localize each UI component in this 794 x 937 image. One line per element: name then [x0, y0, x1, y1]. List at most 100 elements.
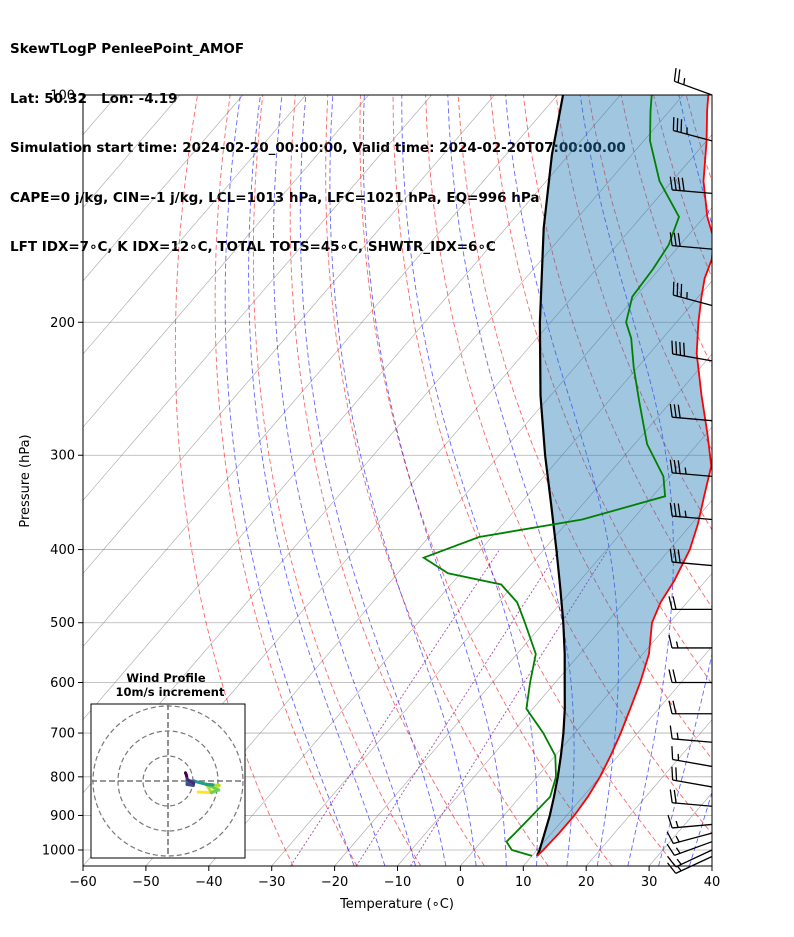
barb-flag	[668, 669, 673, 683]
barb-flag	[669, 789, 673, 803]
barb-staff	[673, 832, 713, 845]
wind-barb	[672, 117, 713, 142]
barb-half-flag	[683, 78, 686, 85]
y-tick-label: 900	[50, 809, 75, 824]
x-tick-label: 10	[515, 875, 532, 890]
wind-barb	[667, 815, 713, 829]
hodograph-segment	[192, 779, 208, 786]
barb-staff	[672, 515, 713, 521]
barb-staff	[675, 855, 713, 874]
barb-flag	[677, 503, 681, 517]
x-tick-label: −60	[69, 875, 96, 890]
y-tick-label: 300	[50, 449, 75, 464]
barb-flag	[677, 460, 681, 474]
inset-subtitle: 10m/s increment	[116, 685, 225, 699]
barb-flag	[669, 403, 673, 418]
moist-adiabat-line	[752, 95, 794, 866]
barb-flag	[669, 725, 673, 739]
barb-flag	[677, 549, 681, 563]
moist-adiabat-line	[579, 95, 674, 866]
barb-staff	[672, 244, 713, 250]
wind-barb	[669, 459, 713, 478]
barb-flag	[667, 862, 677, 874]
moist-adiabat-line	[329, 95, 477, 866]
mixing-ratio-line	[290, 549, 500, 866]
hodograph	[91, 704, 245, 858]
dry-adiabat-line	[359, 95, 613, 866]
x-axis-ticks: −60 −50 −40 −30 −20 −10 0 10 20 30 40	[69, 866, 720, 890]
dry-adiabat-line	[490, 95, 712, 685]
barb-flag	[673, 67, 677, 82]
wind-barb	[668, 700, 712, 715]
barb-half-flag	[675, 835, 680, 843]
barb-flag	[673, 503, 677, 517]
x-tick-label: 20	[578, 875, 595, 890]
x-axis-label: Temperature (∘C)	[339, 897, 454, 912]
wind-barb	[671, 746, 713, 768]
barb-flag	[677, 233, 681, 247]
barb-staff	[673, 129, 713, 142]
background-lines	[83, 95, 794, 866]
barb-flag	[672, 700, 677, 714]
wind-barb	[669, 725, 713, 743]
wind-barb	[666, 841, 713, 856]
barb-staff	[672, 779, 713, 788]
x-tick-label: −30	[258, 875, 285, 890]
barb-flag	[677, 69, 681, 83]
dry-adiabat-line	[784, 95, 794, 866]
cin-area	[537, 95, 712, 856]
barb-staff	[673, 294, 713, 307]
barb-half-flag	[684, 467, 687, 475]
barb-flag	[671, 766, 674, 781]
barb-flag	[683, 342, 686, 357]
wind-barb	[669, 789, 713, 807]
barb-flag	[671, 340, 674, 354]
isotherm-line	[523, 646, 712, 866]
mixing-ratio-line	[410, 549, 609, 866]
y-tick-label: 800	[50, 770, 75, 785]
barb-flag	[667, 855, 677, 868]
isotherm-line	[145, 207, 712, 866]
dry-adiabat-line	[522, 95, 712, 609]
wind-barb	[666, 831, 713, 845]
y-axis-label: Pressure (hPa)	[18, 434, 33, 527]
wind-barb	[668, 669, 712, 684]
barb-staff	[674, 841, 713, 856]
wind-barb	[671, 766, 713, 788]
dry-adiabat-line	[289, 95, 485, 866]
dry-adiabat-line	[174, 95, 294, 866]
dry-adiabat-line	[588, 95, 712, 451]
wind-barb	[669, 176, 713, 195]
isotherm-line	[585, 719, 712, 866]
barb-staff	[672, 416, 713, 422]
y-tick-label: 400	[50, 543, 75, 558]
barb-flag	[666, 831, 674, 844]
barb-flag	[666, 843, 675, 856]
moist-adiabat-line	[248, 95, 386, 866]
isotherm-line	[83, 95, 621, 721]
barb-staff	[672, 738, 713, 743]
barb-flag	[667, 815, 673, 829]
y-tick-label: 100	[50, 89, 75, 104]
barb-staff	[674, 80, 713, 96]
isotherm-line	[334, 426, 712, 866]
time-line: Simulation start time: 2024-02-20_00:00:…	[10, 140, 626, 156]
barb-staff	[672, 353, 713, 362]
moist-adiabat-line	[720, 95, 794, 866]
chart-header: SkewTLogP PenleePoint_AMOF Lat: 50.32 Lo…	[10, 8, 626, 272]
barb-flag	[673, 789, 677, 804]
x-tick-label: −20	[321, 875, 348, 890]
barb-half-flag	[675, 820, 679, 828]
dry-adiabat-line	[719, 95, 794, 866]
wind-barb	[669, 548, 713, 567]
barb-flag	[675, 767, 678, 781]
inset-title: Wind Profile	[126, 671, 206, 685]
barb-half-flag	[676, 732, 679, 740]
barb-flag	[669, 548, 673, 563]
barb-half-flag	[675, 847, 681, 854]
isotherm-line	[271, 353, 712, 866]
wind-barb	[668, 596, 712, 610]
moist-adiabat-line	[505, 95, 619, 866]
barb-flag	[677, 404, 681, 418]
